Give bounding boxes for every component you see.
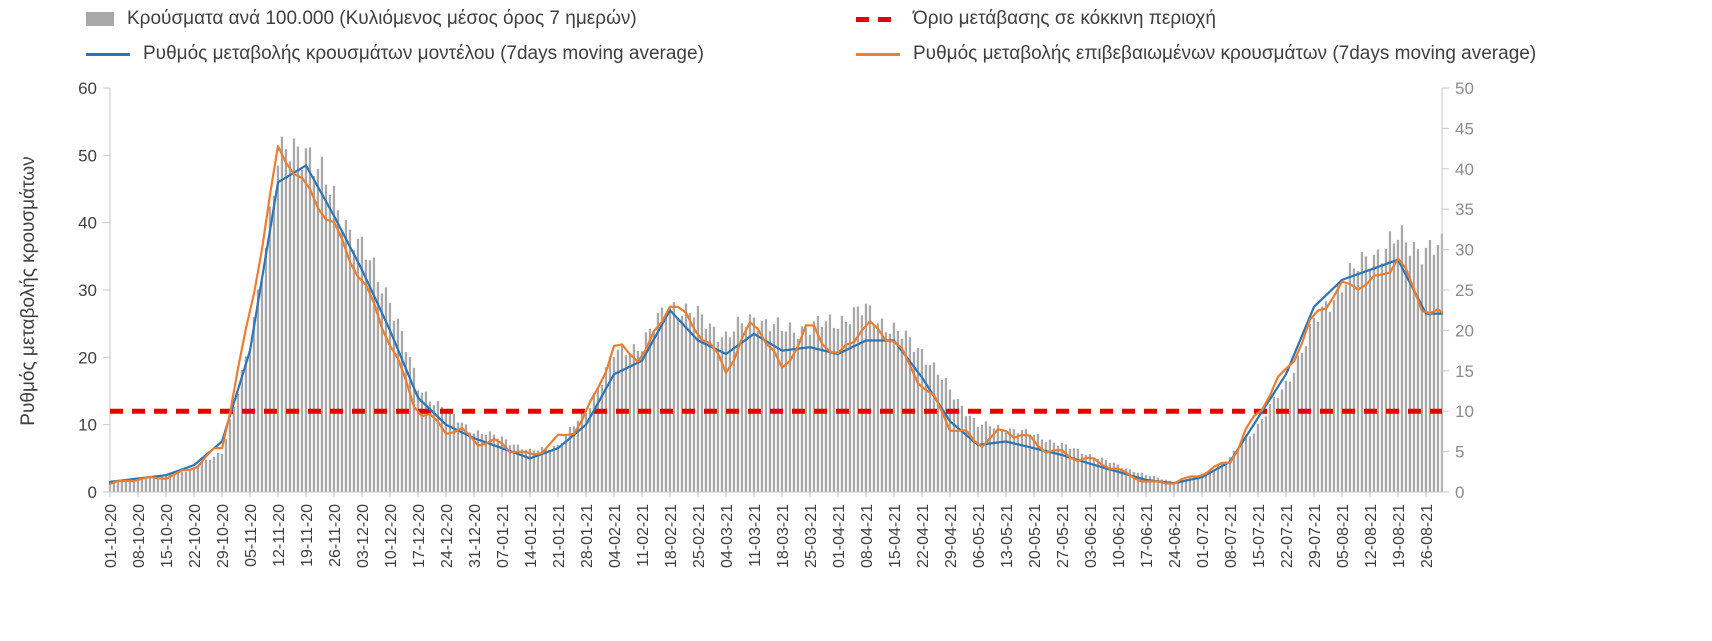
svg-text:01-10-20: 01-10-20: [103, 504, 120, 568]
x-axis-tick-labels: 01-10-20 08-10-20 15-10-20 22-10-20 29-10-20…: [103, 492, 1436, 568]
svg-text:30: 30: [78, 281, 97, 300]
svg-text:25-02-21: 25-02-21: [691, 504, 708, 568]
svg-text:40: 40: [1455, 160, 1474, 179]
svg-text:14-01-21: 14-01-21: [523, 504, 540, 568]
svg-text:24-06-21: 24-06-21: [1167, 504, 1184, 568]
svg-text:22-04-21: 22-04-21: [915, 504, 932, 568]
svg-text:22-07-21: 22-07-21: [1279, 504, 1296, 568]
svg-text:35: 35: [1455, 200, 1474, 219]
svg-text:25-03-21: 25-03-21: [803, 504, 820, 568]
legend-item-cases-per-100k: Κρούσματα ανά 100.000 (Κυλιόμενος μέσος …: [86, 6, 856, 32]
left-axis-tick-labels: 0 10 20 30 40 50 60: [78, 79, 110, 502]
legend-label-threshold: Όριο μετάβασης σε κόκκινη περιοχή: [913, 8, 1216, 29]
svg-text:13-05-21: 13-05-21: [999, 504, 1016, 568]
svg-text:29-07-21: 29-07-21: [1307, 504, 1324, 568]
svg-text:08-07-21: 08-07-21: [1223, 504, 1240, 568]
svg-text:11-03-21: 11-03-21: [747, 504, 764, 567]
legend-label-model-rate: Ρυθμός μεταβολής κρουσμάτων μοντέλου (7d…: [143, 43, 704, 64]
svg-text:50: 50: [1455, 79, 1474, 98]
svg-text:25: 25: [1455, 281, 1474, 300]
svg-text:5: 5: [1455, 443, 1464, 462]
legend-label-confirmed-rate: Ρυθμός μεταβολής επιβεβαιωμένων κρουσμάτ…: [913, 43, 1537, 64]
bars-cases-per-100k: [108, 136, 1444, 493]
svg-text:04-03-21: 04-03-21: [719, 504, 736, 568]
left-axis-title: Ρυθμός μεταβολής κρουσμάτων: [18, 156, 39, 426]
svg-text:01-07-21: 01-07-21: [1195, 504, 1212, 568]
svg-text:20-05-21: 20-05-21: [1027, 504, 1044, 568]
svg-text:18-03-21: 18-03-21: [775, 504, 792, 568]
svg-text:20: 20: [78, 348, 97, 367]
svg-text:17-12-20: 17-12-20: [411, 504, 428, 568]
legend-item-confirmed-rate: Ρυθμός μεταβολής επιβεβαιωμένων κρουσμάτ…: [856, 41, 1536, 67]
svg-text:04-02-21: 04-02-21: [607, 504, 624, 568]
svg-text:26-11-20: 26-11-20: [327, 504, 344, 567]
svg-text:10: 10: [78, 416, 97, 435]
svg-text:29-10-20: 29-10-20: [215, 504, 232, 568]
svg-text:21-01-21: 21-01-21: [551, 504, 568, 568]
svg-text:0: 0: [1455, 483, 1464, 502]
svg-text:18-02-21: 18-02-21: [663, 504, 680, 568]
chart-legend: Κρούσματα ανά 100.000 (Κυλιόμενος μέσος …: [86, 6, 1536, 67]
svg-text:08-04-21: 08-04-21: [859, 504, 876, 568]
svg-text:0: 0: [88, 483, 97, 502]
svg-text:11-02-21: 11-02-21: [635, 504, 652, 567]
svg-text:29-04-21: 29-04-21: [943, 504, 960, 568]
svg-text:20: 20: [1455, 321, 1474, 340]
svg-text:17-06-21: 17-06-21: [1139, 504, 1156, 568]
confirmed-line-swatch: [856, 52, 900, 56]
svg-text:15-04-21: 15-04-21: [887, 504, 904, 568]
svg-text:15-10-20: 15-10-20: [159, 504, 176, 568]
legend-item-threshold: Όριο μετάβασης σε κόκκινη περιοχή: [856, 6, 1536, 32]
svg-text:30: 30: [1455, 241, 1474, 260]
legend-item-model-rate: Ρυθμός μεταβολής κρουσμάτων μοντέλου (7d…: [86, 41, 856, 67]
svg-text:10-06-21: 10-06-21: [1111, 504, 1128, 568]
svg-text:15: 15: [1455, 362, 1474, 381]
svg-text:19-08-21: 19-08-21: [1391, 504, 1408, 568]
svg-text:05-08-21: 05-08-21: [1335, 504, 1352, 568]
model-line-swatch: [86, 52, 130, 56]
svg-text:10-12-20: 10-12-20: [383, 504, 400, 568]
svg-text:01-04-21: 01-04-21: [831, 504, 848, 568]
svg-text:22-10-20: 22-10-20: [187, 504, 204, 568]
confirmed-rate-line: [108, 145, 1444, 485]
bar-series-swatch: [86, 12, 114, 26]
svg-text:31-12-20: 31-12-20: [467, 504, 484, 568]
svg-text:03-12-20: 03-12-20: [355, 504, 372, 568]
legend-label-cases-per-100k: Κρούσματα ανά 100.000 (Κυλιόμενος μέσος …: [127, 8, 637, 29]
threshold-dash-swatch: [856, 16, 900, 22]
svg-text:12-11-20: 12-11-20: [271, 504, 288, 567]
svg-text:26-08-21: 26-08-21: [1419, 504, 1436, 568]
svg-text:07-01-21: 07-01-21: [495, 504, 512, 568]
svg-text:45: 45: [1455, 119, 1474, 138]
svg-text:15-07-21: 15-07-21: [1251, 504, 1268, 568]
svg-text:19-11-20: 19-11-20: [299, 504, 316, 567]
svg-text:50: 50: [78, 146, 97, 165]
svg-text:03-06-21: 03-06-21: [1083, 504, 1100, 568]
svg-text:40: 40: [78, 214, 97, 233]
svg-text:08-10-20: 08-10-20: [131, 504, 148, 568]
right-axis-tick-labels: 0 5 10 15 20 25 30 35 40 45 50: [1442, 79, 1474, 502]
svg-text:12-08-21: 12-08-21: [1363, 504, 1380, 568]
svg-text:60: 60: [78, 79, 97, 98]
svg-text:10: 10: [1455, 402, 1474, 421]
svg-text:28-01-21: 28-01-21: [579, 504, 596, 568]
svg-text:27-05-21: 27-05-21: [1055, 504, 1072, 568]
svg-text:06-05-21: 06-05-21: [971, 504, 988, 568]
svg-text:05-11-20: 05-11-20: [243, 504, 260, 567]
svg-text:24-12-20: 24-12-20: [439, 504, 456, 568]
